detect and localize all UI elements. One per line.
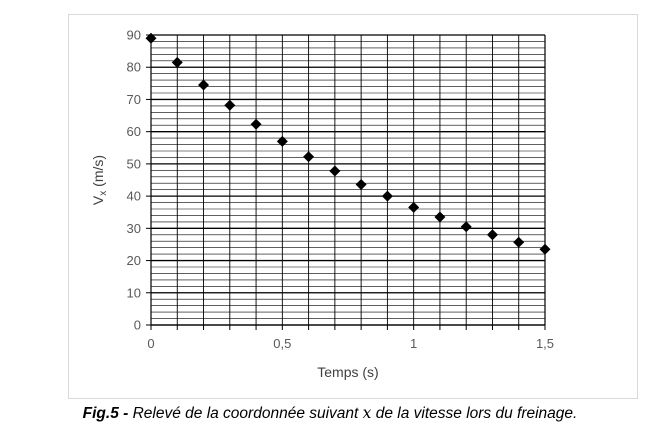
tick-labels: 0 10 20 30 40 50 60 70 80 90 0 0,5 1 1,5 — [127, 28, 555, 352]
minor-gridlines — [150, 34, 546, 326]
data-points — [145, 32, 551, 255]
data-point — [460, 221, 472, 233]
data-point — [513, 236, 525, 248]
y-tick-label: 0 — [134, 318, 141, 333]
y-axis-title: Vx (m/s) — [90, 155, 109, 205]
data-point — [198, 79, 210, 91]
figure-caption: Fig.5 - Relevé de la coordonnée suivant … — [0, 404, 660, 423]
data-point — [408, 201, 420, 213]
major-gridlines — [151, 34, 545, 326]
y-tick-label: 70 — [127, 92, 141, 107]
data-point — [355, 179, 367, 191]
data-point — [171, 56, 183, 68]
chart-frame: 0 10 20 30 40 50 60 70 80 90 0 0,5 1 1,5 Temps (s) Vx… — [68, 14, 638, 399]
y-tick-label: 20 — [127, 253, 141, 268]
caption-variable: x — [362, 404, 372, 422]
data-point — [250, 118, 262, 130]
y-tick-label: 50 — [127, 156, 141, 171]
data-point — [276, 135, 288, 147]
y-axis-title-main: V — [90, 195, 106, 205]
axes — [146, 34, 546, 330]
x-tick-label: 0,5 — [273, 336, 291, 351]
x-axis-title: Temps (s) — [317, 364, 378, 380]
scatter-chart: 0 10 20 30 40 50 60 70 80 90 0 0,5 1 1,5 Temps (s) Vx… — [90, 28, 555, 381]
caption-text-after: de la vitesse lors du freinage. — [371, 405, 578, 422]
x-tick-label: 1,5 — [536, 336, 554, 351]
data-point — [303, 151, 315, 163]
data-point — [145, 32, 157, 44]
data-point — [381, 190, 393, 202]
figure-number: Fig.5 - — [82, 405, 129, 422]
x-tick-label: 0 — [147, 336, 154, 351]
y-tick-label: 90 — [127, 28, 141, 43]
y-tick-label: 80 — [127, 60, 141, 75]
y-tick-label: 60 — [127, 124, 141, 139]
x-tick-label: 1 — [410, 336, 417, 351]
caption-text-before: Relevé de la coordonnée suivant — [128, 405, 363, 422]
data-point — [224, 99, 236, 111]
data-point — [329, 165, 341, 177]
data-point — [434, 211, 446, 223]
data-point — [539, 243, 551, 255]
data-point — [486, 229, 498, 241]
y-axis-title-subscript: x — [98, 191, 109, 196]
y-tick-label: 40 — [127, 189, 141, 204]
y-axis-title-unit: (m/s) — [90, 155, 106, 191]
y-tick-label: 10 — [127, 285, 141, 300]
y-tick-label: 30 — [127, 221, 141, 236]
